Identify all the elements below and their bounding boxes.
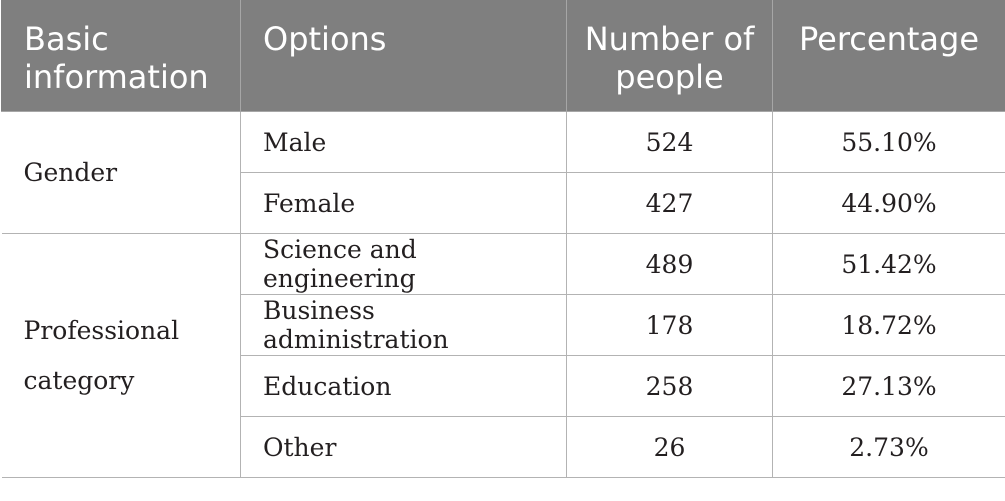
header-number-of-people-label: Number of people [584, 20, 755, 96]
table-body: Gender Male 524 55.10% Female 427 44.90%… [1, 111, 1005, 478]
number-cell: 178 [566, 294, 773, 356]
option-cell: Male [240, 111, 567, 173]
option-cell: Science and engineering [240, 233, 567, 295]
group-cell-professional-category: Professional category [1, 233, 241, 478]
header-basic-information-label: Basic information [24, 20, 209, 96]
group-cell-gender: Gender [1, 111, 241, 234]
number-cell: 489 [566, 233, 773, 295]
header-basic-information: Basic information [1, 0, 241, 112]
percentage-cell: 55.10% [772, 111, 1005, 173]
header-number-of-people: Number of people [566, 0, 773, 112]
table-row: Gender Male 524 55.10% [1, 111, 1005, 234]
table-row: Professional category Science and engine… [1, 233, 1005, 478]
table-row: Female 427 44.90% [2, 172, 1005, 234]
table-row: Other 26 2.73% [2, 416, 1005, 478]
table-row: Education 258 27.13% [2, 355, 1005, 417]
header-options-label: Options [263, 20, 387, 58]
header-row: Basic information Options Number of peop… [1, 0, 1005, 112]
option-cell: Other [240, 416, 567, 478]
demographics-table: Basic information Options Number of peop… [1, 0, 1005, 478]
percentage-cell: 44.90% [772, 172, 1005, 234]
option-cell: Business administration [240, 294, 567, 356]
header-percentage: Percentage [772, 0, 1005, 112]
percentage-cell: 51.42% [772, 233, 1005, 295]
percentage-cell: 2.73% [772, 416, 1005, 478]
number-cell: 258 [566, 355, 773, 417]
number-cell: 427 [566, 172, 773, 234]
percentage-cell: 27.13% [772, 355, 1005, 417]
header-percentage-label: Percentage [798, 20, 979, 58]
option-cell: Education [240, 355, 567, 417]
header-options: Options [240, 0, 567, 112]
number-cell: 26 [566, 416, 773, 478]
option-cell: Female [240, 172, 567, 234]
table-header: Basic information Options Number of peop… [1, 0, 1005, 112]
percentage-cell: 18.72% [772, 294, 1005, 356]
number-cell: 524 [566, 111, 773, 173]
